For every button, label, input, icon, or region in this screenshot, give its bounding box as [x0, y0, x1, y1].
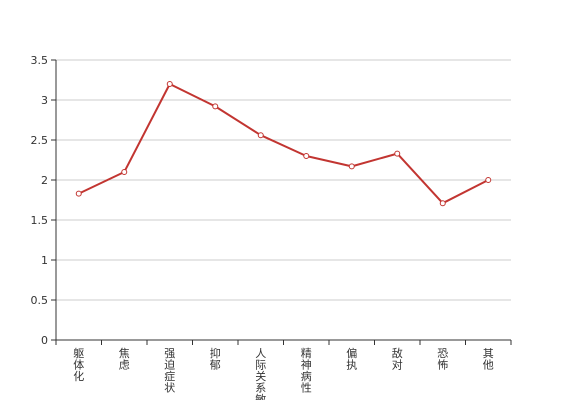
series	[75, 81, 492, 207]
data-point[interactable]	[348, 163, 355, 170]
axes	[51, 59, 512, 345]
x-tick-label: 躯体化	[73, 347, 84, 383]
data-point[interactable]	[303, 153, 310, 159]
y-tick-label: 2	[41, 174, 48, 187]
data-point[interactable]	[439, 200, 446, 207]
data-point[interactable]	[166, 81, 173, 87]
y-tick-label: 3.5	[31, 54, 49, 67]
x-tick-labels: 躯体化 焦虑 强迫症状 抑郁 人际关系敏感 精神病性 偏执 敌对 恐怖 其他	[73, 346, 494, 404]
data-point[interactable]	[485, 177, 492, 183]
data-point[interactable]	[394, 150, 401, 157]
data-point[interactable]	[121, 169, 128, 175]
data-point[interactable]	[75, 190, 82, 197]
series-line	[78, 83, 489, 205]
y-tick-labels: 0 0.5 1 1.5 2 2.5 3 3.5	[31, 54, 49, 347]
y-tick-label: 2.5	[31, 134, 49, 147]
x-tick-label: 其他	[483, 347, 494, 372]
x-tick-label: 抑郁	[210, 346, 221, 372]
y-tick-label: 0	[41, 334, 48, 347]
x-tick-label: 敌对	[392, 346, 403, 372]
y-tick-label: 1.5	[31, 214, 49, 227]
y-tick-label: 1	[41, 254, 48, 267]
gridlines	[56, 59, 511, 301]
y-tick-label: 3	[41, 94, 48, 107]
x-tick-label: 恐怖	[437, 347, 448, 372]
y-tick-label: 0.5	[31, 294, 49, 307]
x-tick-label: 焦虑	[119, 347, 130, 372]
x-tick-label: 精神病性	[301, 347, 312, 395]
x-tick-label: 人际关系敏感	[255, 347, 266, 400]
x-tick-label: 强迫症状	[164, 347, 175, 395]
x-tick-label: 偏执	[346, 346, 357, 372]
data-point[interactable]	[212, 103, 219, 110]
data-point[interactable]	[257, 132, 264, 139]
